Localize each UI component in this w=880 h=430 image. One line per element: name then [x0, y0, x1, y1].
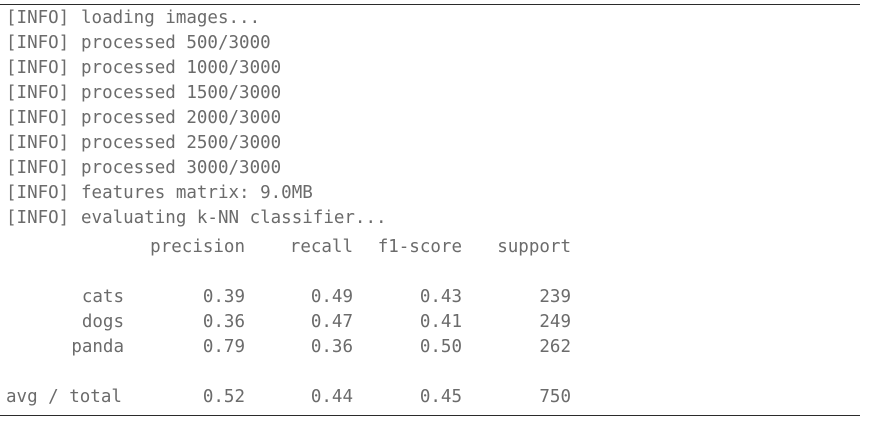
support-value: 239	[539, 287, 571, 307]
log-line: [INFO] processed 1500/3000	[6, 81, 387, 106]
log-line: [INFO] processed 2500/3000	[6, 131, 387, 156]
log-level-tag: [INFO]	[6, 8, 70, 28]
f1-score-value: 0.50	[419, 337, 462, 357]
recall-value: 0.47	[310, 312, 353, 332]
recall-value: 0.49	[310, 287, 353, 307]
log-line: [INFO] processed 3000/3000	[6, 156, 387, 181]
log-message: processed 1500/3000	[81, 83, 282, 103]
log-level-tag: [INFO]	[6, 58, 70, 78]
top-rule	[0, 4, 860, 5]
log-line: [INFO] loading images...	[6, 6, 387, 31]
precision-value: 0.39	[202, 287, 245, 307]
log-level-tag: [INFO]	[6, 33, 70, 53]
log-level-tag: [INFO]	[6, 183, 70, 203]
precision-value: 0.79	[202, 337, 245, 357]
f1-score-value: 0.41	[419, 312, 462, 332]
log-message: processed 3000/3000	[81, 158, 282, 178]
f1-score-value: 0.43	[419, 287, 462, 307]
log-message: evaluating k-NN classifier...	[81, 208, 387, 228]
log-message: features matrix: 9.0MB	[81, 183, 313, 203]
log-level-tag: [INFO]	[6, 133, 70, 153]
log-level-tag: [INFO]	[6, 108, 70, 128]
row-label: cats	[81, 287, 124, 307]
log-line: [INFO] features matrix: 9.0MB	[6, 181, 387, 206]
log-line: [INFO] processed 1000/3000	[6, 56, 387, 81]
bottom-rule	[0, 415, 860, 416]
total-row-label: avg / total	[6, 387, 122, 407]
log-output: [INFO] loading images... [INFO] processed …	[6, 6, 387, 231]
log-message: loading images...	[81, 8, 261, 28]
log-level-tag: [INFO]	[6, 83, 70, 103]
header-precision: precision	[150, 237, 245, 257]
header-support: support	[497, 237, 571, 257]
log-line: [INFO] processed 2000/3000	[6, 106, 387, 131]
log-line: [INFO] processed 500/3000	[6, 31, 387, 56]
log-message: processed 2000/3000	[81, 108, 282, 128]
total-f1-score-value: 0.45	[419, 387, 462, 407]
log-line: [INFO] evaluating k-NN classifier...	[6, 206, 387, 231]
total-support-value: 750	[539, 387, 571, 407]
row-label: dogs	[81, 312, 124, 332]
support-value: 262	[539, 337, 571, 357]
total-recall-value: 0.44	[310, 387, 353, 407]
header-recall: recall	[289, 237, 353, 257]
header-f1-score: f1-score	[377, 237, 462, 257]
log-message: processed 1000/3000	[81, 58, 282, 78]
log-message: processed 500/3000	[81, 33, 271, 53]
recall-value: 0.36	[310, 337, 353, 357]
log-level-tag: [INFO]	[6, 158, 70, 178]
log-message: processed 2500/3000	[81, 133, 282, 153]
precision-value: 0.36	[202, 312, 245, 332]
support-value: 249	[539, 312, 571, 332]
log-level-tag: [INFO]	[6, 208, 70, 228]
row-label: panda	[71, 337, 124, 357]
total-precision-value: 0.52	[202, 387, 245, 407]
